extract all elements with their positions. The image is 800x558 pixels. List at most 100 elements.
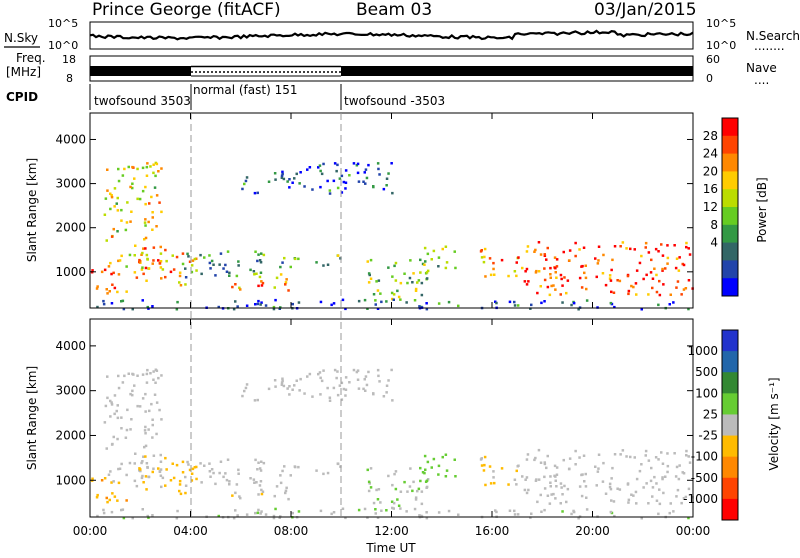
power-cell bbox=[179, 284, 183, 287]
velocity-cell bbox=[141, 474, 144, 478]
power-cell bbox=[362, 180, 365, 183]
velocity-cell bbox=[336, 370, 339, 373]
power-cell bbox=[666, 262, 669, 265]
velocity-cell bbox=[208, 470, 212, 473]
power-cell bbox=[391, 297, 394, 301]
velocity-cell bbox=[577, 517, 580, 520]
velocity-cell bbox=[432, 457, 436, 461]
power-cell bbox=[219, 252, 223, 255]
velocity-cell bbox=[281, 377, 284, 380]
power-cell bbox=[151, 262, 154, 265]
velocity-cell bbox=[103, 421, 107, 424]
velocity-cell bbox=[303, 392, 306, 395]
power-cell bbox=[421, 262, 425, 266]
velocity-cell bbox=[638, 469, 642, 473]
velocity-cell bbox=[666, 470, 669, 474]
velocity-cell bbox=[655, 499, 659, 502]
nsky-tick-high: 10^5 bbox=[48, 17, 78, 30]
power-cell bbox=[239, 288, 242, 291]
power-cell bbox=[625, 247, 628, 250]
velocity-cell bbox=[357, 387, 361, 390]
velocity-cell bbox=[113, 495, 117, 498]
velocity-cell bbox=[582, 454, 586, 457]
velocity-cell bbox=[96, 514, 99, 518]
velocity-cell bbox=[534, 456, 537, 460]
power-cell bbox=[165, 259, 168, 263]
power-cell bbox=[141, 251, 144, 255]
power-cell bbox=[555, 265, 559, 268]
power-cell bbox=[175, 308, 179, 311]
velocity-cell bbox=[414, 496, 418, 499]
power-cell bbox=[152, 171, 155, 175]
power-cell bbox=[295, 172, 298, 176]
power-cell bbox=[111, 283, 114, 286]
velocity-cell bbox=[332, 511, 336, 514]
power-cell bbox=[260, 280, 263, 283]
x-tick-label: 20:00 bbox=[575, 524, 610, 538]
power-cell bbox=[658, 293, 662, 297]
power-cell bbox=[661, 267, 664, 271]
power-cell bbox=[184, 267, 187, 270]
power-cell bbox=[259, 303, 262, 306]
power-cell bbox=[393, 264, 396, 268]
power-colorbar-swatch bbox=[722, 189, 738, 208]
power-cell bbox=[539, 285, 542, 288]
velocity-cell bbox=[437, 464, 441, 468]
power-cell bbox=[414, 287, 418, 291]
power-cell bbox=[336, 163, 339, 167]
velocity-cell bbox=[135, 484, 139, 488]
velocity-cell bbox=[165, 468, 168, 471]
power-cell bbox=[169, 270, 173, 274]
power-cell bbox=[387, 266, 390, 269]
velocity-cell bbox=[660, 451, 663, 454]
x-tick-label: 12:00 bbox=[374, 524, 409, 538]
velocity-cell bbox=[203, 464, 206, 467]
power-cell bbox=[597, 259, 600, 262]
power-colorbar-swatch bbox=[722, 171, 738, 190]
velocity-cell bbox=[131, 389, 134, 393]
velocity-cell bbox=[609, 510, 613, 514]
velocity-cell bbox=[426, 478, 430, 481]
power-cell bbox=[110, 272, 113, 276]
velocity-cell bbox=[385, 391, 388, 394]
velocity-cell bbox=[391, 506, 394, 510]
power-cell bbox=[131, 307, 134, 311]
velocity-cell bbox=[260, 460, 263, 463]
velocity-cell bbox=[495, 510, 498, 514]
power-cell bbox=[285, 278, 288, 281]
velocity-cell bbox=[96, 493, 99, 497]
power-cell bbox=[113, 286, 117, 290]
cpid-segment-1: twofsound 3503 bbox=[94, 94, 191, 108]
velocity-cell bbox=[344, 394, 347, 397]
velocity-cell bbox=[483, 463, 486, 467]
velocity-cell bbox=[125, 499, 128, 502]
power-cell bbox=[191, 259, 195, 262]
velocity-cell bbox=[618, 488, 622, 491]
velocity-cell bbox=[109, 470, 112, 473]
power-cell bbox=[543, 254, 547, 257]
velocity-cell bbox=[160, 485, 163, 489]
velocity-cell bbox=[521, 475, 524, 478]
velocity-cell bbox=[315, 469, 318, 472]
power-cell bbox=[260, 284, 264, 287]
power-cell bbox=[626, 274, 630, 278]
x-ticks: 00:00 04:00 08:00 12:00 16:00 20:00 00:00 bbox=[73, 113, 710, 538]
power-cell bbox=[366, 307, 369, 310]
velocity-cell bbox=[262, 461, 266, 465]
velocity-colorbar-swatch bbox=[722, 393, 738, 415]
power-cell bbox=[366, 260, 369, 263]
velocity-cell bbox=[507, 483, 510, 486]
velocity-cell bbox=[106, 500, 109, 504]
power-cell bbox=[272, 307, 276, 311]
velocity-cell bbox=[209, 475, 212, 478]
power-cell bbox=[480, 256, 484, 259]
velocity-cell bbox=[160, 418, 163, 421]
power-cell bbox=[131, 165, 134, 169]
power-cell bbox=[611, 258, 614, 262]
velocity-cell bbox=[687, 455, 690, 458]
power-colorbar-tick-label: 24 bbox=[703, 147, 718, 161]
velocity-cell bbox=[420, 490, 424, 493]
velocity-cell bbox=[273, 494, 276, 498]
power-cell bbox=[537, 270, 541, 273]
velocity-cell bbox=[129, 428, 132, 431]
